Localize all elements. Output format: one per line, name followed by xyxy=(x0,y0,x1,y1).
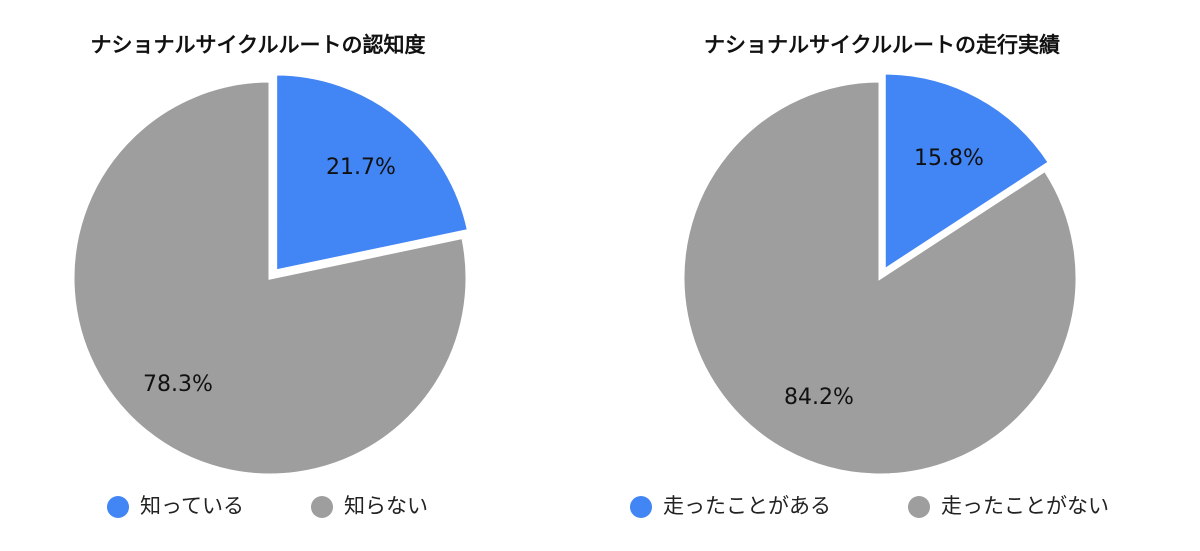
legend-marker xyxy=(107,496,129,518)
pie-chart-1: ナショナルサイクルルートの認知度 21.7% 78.3% 知っている 知らない xyxy=(71,33,471,518)
slice-value-label: 78.3% xyxy=(143,372,213,397)
chart-title: ナショナルサイクルルートの走行実績 xyxy=(704,33,1060,57)
legend-item: 知っている xyxy=(107,494,244,518)
slice-value-label: 21.7% xyxy=(326,155,396,180)
pie-slice-1 xyxy=(882,71,1052,273)
legend-label: 走ったことがない xyxy=(941,494,1109,518)
pie-slice-2 xyxy=(681,79,1079,477)
legend-marker xyxy=(630,496,652,518)
pie-slice-2 xyxy=(71,79,469,477)
legend-marker xyxy=(908,496,930,518)
slice-value-label: 15.8% xyxy=(914,146,984,171)
pie-chart-2: ナショナルサイクルルートの走行実績 15.8% 84.2% 走ったことがある 走ったこと… xyxy=(630,33,1109,518)
legend-label: 知らない xyxy=(344,494,428,518)
slice-value-label: 84.2% xyxy=(784,385,854,410)
legend-item: 知らない xyxy=(311,494,428,518)
legend-item: 走ったことがない xyxy=(908,494,1109,518)
legend-label: 知っている xyxy=(140,494,244,518)
legend-label: 走ったことがある xyxy=(663,494,831,518)
chart-title: ナショナルサイクルルートの認知度 xyxy=(91,33,426,57)
legend-item: 走ったことがある xyxy=(630,494,831,518)
pie-slice-1 xyxy=(274,72,471,273)
legend-marker xyxy=(311,496,333,518)
